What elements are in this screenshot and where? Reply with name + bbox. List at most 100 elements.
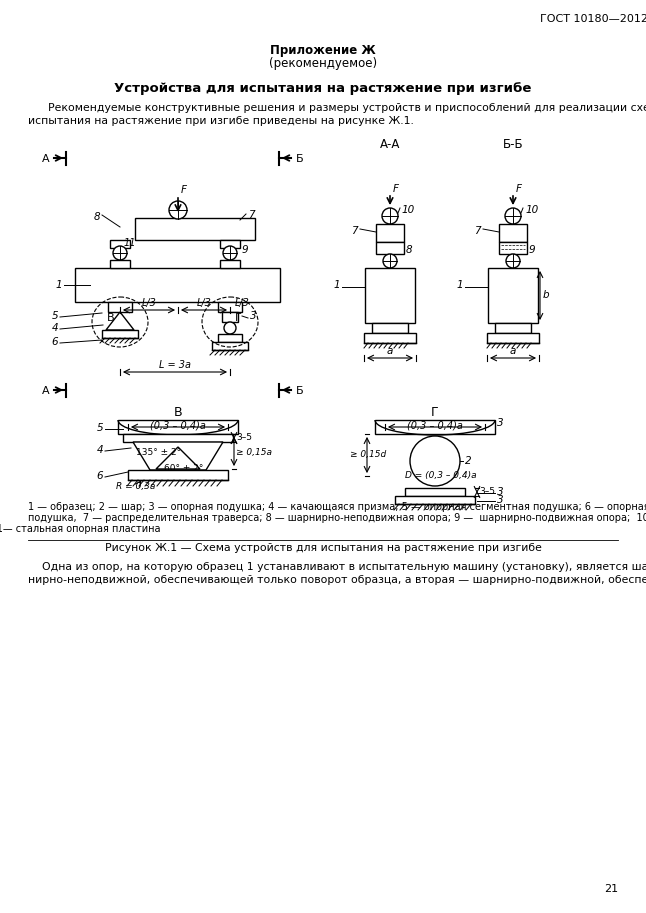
Text: 1: 1 — [456, 280, 463, 290]
Bar — [102, 330, 138, 338]
Bar — [499, 242, 527, 254]
Text: 2: 2 — [465, 456, 472, 466]
Text: F: F — [516, 184, 522, 194]
Bar — [376, 242, 404, 254]
Text: L/3: L/3 — [141, 298, 156, 308]
Text: 8: 8 — [94, 212, 100, 222]
Text: Рисунок Ж.1 — Схема устройств для испытания на растяжение при изгибе: Рисунок Ж.1 — Схема устройств для испыта… — [105, 543, 541, 553]
Text: А: А — [42, 154, 50, 164]
Bar — [488, 268, 538, 323]
Bar — [218, 302, 242, 312]
Text: Одна из опор, на которую образец 1 устанавливают в испытательную машину (установ: Одна из опор, на которую образец 1 устан… — [28, 562, 646, 572]
Bar — [220, 260, 240, 268]
Bar — [123, 434, 233, 442]
Text: Б: Б — [296, 386, 304, 396]
Text: 3: 3 — [497, 418, 504, 428]
Text: 3: 3 — [497, 487, 504, 497]
Bar — [75, 268, 280, 302]
Text: a: a — [510, 346, 516, 356]
Circle shape — [410, 436, 460, 486]
Polygon shape — [106, 312, 134, 330]
Polygon shape — [133, 442, 223, 470]
Text: 10: 10 — [402, 205, 415, 215]
Text: L = 3a: L = 3a — [159, 360, 191, 370]
Text: 6: 6 — [96, 471, 103, 481]
Text: нирно-неподвижной, обеспечивающей только поворот образца, а вторая — шарнирно-по: нирно-неподвижной, обеспечивающей только… — [28, 575, 646, 585]
Bar — [395, 496, 475, 504]
Text: ≥ 0,15d: ≥ 0,15d — [350, 449, 386, 458]
Text: 1: 1 — [56, 280, 62, 290]
Text: 4: 4 — [96, 445, 103, 455]
Bar — [376, 224, 404, 242]
Text: 8: 8 — [406, 245, 413, 255]
Text: a: a — [387, 346, 393, 356]
Text: 1: 1 — [333, 280, 340, 290]
Text: 135° ± 2°: 135° ± 2° — [136, 448, 181, 457]
Text: (рекомендуемое): (рекомендуемое) — [269, 57, 377, 70]
Text: испытания на растяжение при изгибе приведены на рисунке Ж.1.: испытания на растяжение при изгибе приве… — [28, 116, 414, 126]
Text: 7: 7 — [474, 226, 481, 236]
Text: D = (0,3 – 0,4)a: D = (0,3 – 0,4)a — [405, 471, 477, 480]
Text: 60° ± 2°: 60° ± 2° — [164, 464, 203, 473]
Circle shape — [383, 254, 397, 268]
Text: F: F — [181, 185, 187, 195]
Text: 7: 7 — [248, 210, 255, 220]
Text: R = 0,3a: R = 0,3a — [116, 482, 156, 491]
Text: подушка,  7 — распределительная траверса; 8 — шарнирно-неподвижная опора; 9 —  ш: подушка, 7 — распределительная траверса;… — [28, 513, 646, 523]
Text: Г: Г — [235, 313, 242, 323]
Text: шаровой шарнир; 11— стальная опорная пластина: шаровой шарнир; 11— стальная опорная пла… — [0, 524, 160, 534]
Circle shape — [382, 208, 398, 224]
Bar — [222, 312, 238, 322]
Text: (0,3 – 0,4)a: (0,3 – 0,4)a — [407, 420, 463, 430]
Text: b: b — [543, 290, 550, 300]
Text: ГОСТ 10180—2012: ГОСТ 10180—2012 — [540, 14, 646, 24]
Text: Рекомендуемые конструктивные решения и размеры устройств и приспособлений для ре: Рекомендуемые конструктивные решения и р… — [34, 103, 646, 113]
Circle shape — [506, 254, 520, 268]
Bar — [365, 268, 415, 323]
Bar — [212, 342, 248, 350]
Bar — [372, 323, 408, 333]
Text: 10: 10 — [525, 205, 538, 215]
Text: L/3: L/3 — [196, 298, 211, 308]
Text: 9: 9 — [242, 245, 249, 255]
Bar — [110, 260, 130, 268]
Bar — [135, 218, 255, 240]
Polygon shape — [156, 447, 200, 469]
Text: Г: Г — [431, 406, 439, 419]
Text: 11: 11 — [124, 238, 136, 248]
Text: 4: 4 — [52, 323, 58, 333]
Text: 3–5: 3–5 — [236, 434, 252, 443]
Circle shape — [113, 246, 127, 260]
Bar — [375, 420, 495, 434]
Text: 21: 21 — [604, 884, 618, 894]
Text: Устройства для испытания на растяжение при изгибе: Устройства для испытания на растяжение п… — [114, 82, 532, 95]
Bar — [405, 488, 465, 496]
Text: ≥ 0,15a: ≥ 0,15a — [236, 447, 272, 456]
Text: Б-Б: Б-Б — [503, 138, 523, 151]
Text: Приложение Ж: Приложение Ж — [270, 44, 376, 57]
Bar — [108, 302, 132, 312]
Circle shape — [223, 246, 237, 260]
Circle shape — [169, 201, 187, 219]
Text: L/3: L/3 — [235, 298, 250, 308]
Text: А-А: А-А — [380, 138, 400, 151]
Text: 7: 7 — [351, 226, 358, 236]
Text: Б: Б — [296, 154, 304, 164]
Text: 5: 5 — [96, 423, 103, 433]
Bar — [220, 240, 240, 248]
Text: А: А — [42, 386, 50, 396]
Text: 6: 6 — [52, 337, 58, 347]
Bar — [364, 333, 416, 343]
Text: В: В — [174, 406, 182, 419]
Bar — [499, 224, 527, 242]
Bar — [495, 323, 531, 333]
Bar — [218, 334, 242, 342]
Text: 3–5: 3–5 — [479, 488, 495, 497]
Text: 3: 3 — [250, 311, 256, 321]
Bar — [118, 420, 238, 434]
Circle shape — [224, 322, 236, 334]
Bar — [487, 333, 539, 343]
Text: 9: 9 — [529, 245, 536, 255]
Text: 1 — образец; 2 — шар; 3 — опорная подушка; 4 — качающаяся призма; 5 — опорная се: 1 — образец; 2 — шар; 3 — опорная подушк… — [28, 502, 646, 512]
Text: 5: 5 — [52, 311, 58, 321]
